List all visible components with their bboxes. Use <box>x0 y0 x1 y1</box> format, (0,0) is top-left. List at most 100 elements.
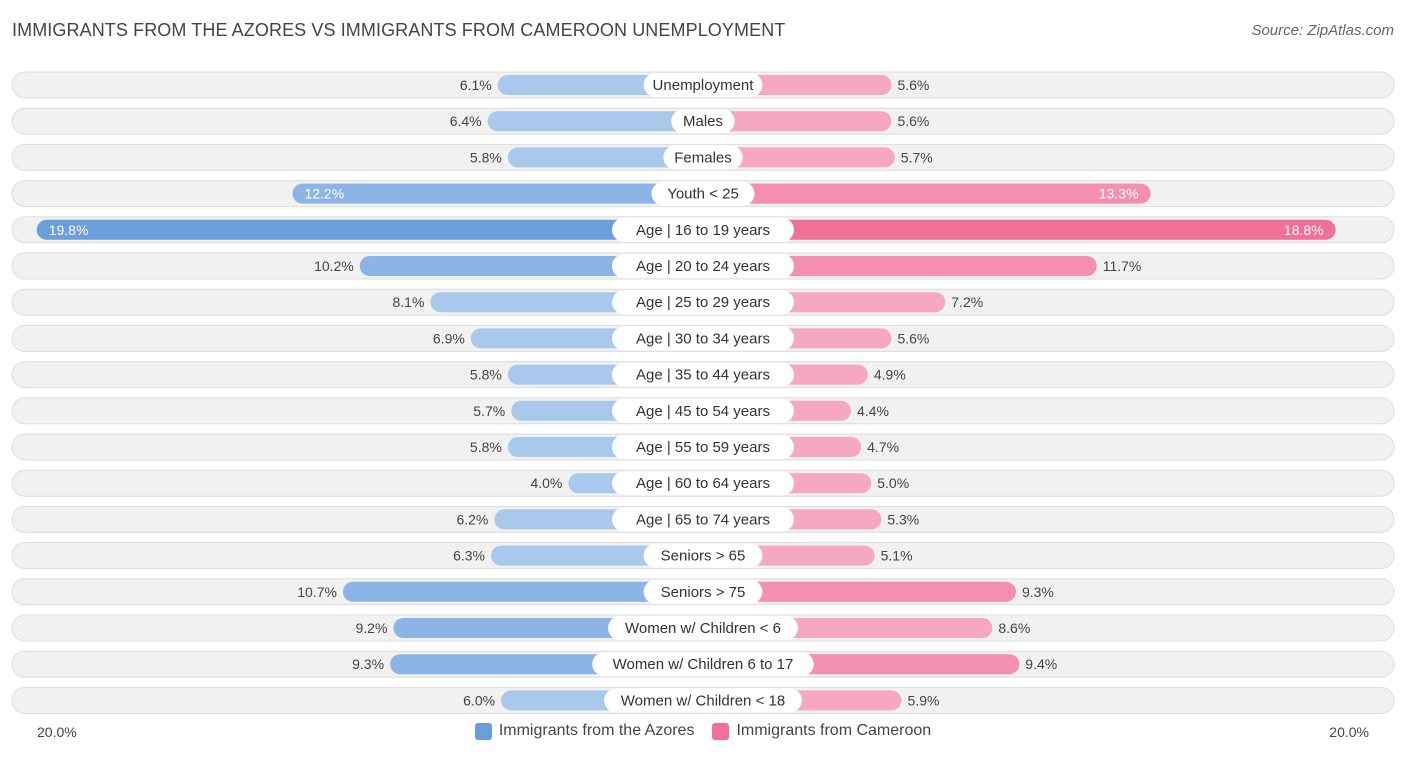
value-label-azores: 6.1% <box>460 77 492 93</box>
category-label-pill <box>612 507 794 532</box>
bar-azores[interactable] <box>342 581 703 602</box>
category-label-pill <box>612 471 794 496</box>
chart-row: Age | 30 to 34 years 6.9% 5.6% <box>11 324 1395 352</box>
value-label-azores: 9.2% <box>355 620 387 636</box>
category-label-pill <box>604 688 802 713</box>
value-label-cameroon: 5.0% <box>877 475 909 491</box>
bar-cameroon[interactable] <box>703 581 1016 602</box>
category-label-pill <box>651 181 755 206</box>
value-label-cameroon: 9.3% <box>1022 584 1054 600</box>
category-label: Unemployment <box>653 77 755 94</box>
value-label-azores: 5.8% <box>470 149 502 165</box>
bar-cameroon[interactable] <box>703 256 1097 276</box>
category-label: Age | 65 to 74 years <box>636 511 770 528</box>
legend-item-cameroon[interactable]: Immigrants from Cameroon <box>712 722 931 740</box>
value-label-azores: 9.3% <box>352 656 384 672</box>
category-label-pill <box>612 398 794 423</box>
category-label-pill <box>612 435 794 459</box>
value-label-azores: 6.0% <box>463 692 495 708</box>
value-label-cameroon: 18.8% <box>1284 222 1324 238</box>
bar-azores[interactable] <box>36 219 704 240</box>
value-label-cameroon: 11.7% <box>1103 258 1142 274</box>
bar-azores[interactable] <box>292 183 703 204</box>
value-label-cameroon: 5.1% <box>881 548 913 564</box>
bar-cameroon[interactable] <box>703 219 1336 240</box>
category-label: Age | 20 to 24 years <box>636 258 770 275</box>
value-label-azores: 5.7% <box>473 403 505 419</box>
value-label-azores: 12.2% <box>304 186 344 202</box>
bar-cameroon[interactable] <box>703 183 1151 204</box>
value-label-cameroon: 5.6% <box>897 77 929 93</box>
category-label: Females <box>674 149 732 166</box>
chart-row: Women w/ Children 6 to 17 9.3% 9.4% <box>11 650 1395 678</box>
legend-label-azores: Immigrants from the Azores <box>498 722 695 739</box>
chart-row: Age | 65 to 74 years 6.2% 5.3% <box>11 505 1395 533</box>
chart-row: Youth < 25 12.2% 13.3% <box>11 180 1395 208</box>
category-label: Youth < 25 <box>667 186 739 203</box>
value-label-cameroon: 5.6% <box>897 113 929 129</box>
value-label-cameroon: 4.9% <box>874 367 906 383</box>
chart-row: Age | 20 to 24 years 10.2% 11.7% <box>11 252 1395 280</box>
axis-right-label: 20.0% <box>1329 724 1369 740</box>
value-label-azores: 8.1% <box>393 294 425 310</box>
category-label-pill <box>643 543 763 568</box>
legend-swatch-azores <box>474 722 492 740</box>
value-label-azores: 5.8% <box>470 367 502 383</box>
chart-row: Age | 55 to 59 years 5.8% 4.7% <box>11 433 1395 461</box>
value-label-cameroon: 5.7% <box>901 149 933 165</box>
chart-row: Males 6.4% 5.6% <box>11 107 1395 135</box>
chart-row: Unemployment 6.1% 5.6% <box>11 71 1395 99</box>
category-label-pill <box>592 652 814 677</box>
category-label: Age | 45 to 54 years <box>636 403 770 420</box>
legend-swatch-cameroon <box>712 722 730 740</box>
value-label-azores: 6.2% <box>456 511 488 527</box>
category-label: Age | 35 to 44 years <box>636 367 770 384</box>
axis-left-label: 20.0% <box>37 724 77 740</box>
value-label-cameroon: 5.3% <box>887 511 919 527</box>
value-label-cameroon: 9.4% <box>1025 656 1057 672</box>
category-label: Women w/ Children < 6 <box>625 620 781 637</box>
value-label-cameroon: 13.3% <box>1099 186 1139 202</box>
category-label-pill <box>663 145 743 170</box>
legend-item-azores[interactable]: Immigrants from the Azores <box>474 722 695 740</box>
category-label-pill <box>612 326 794 351</box>
category-label-pill <box>643 73 763 97</box>
value-label-azores: 6.3% <box>453 548 485 564</box>
category-label: Age | 16 to 19 years <box>636 222 770 239</box>
value-label-cameroon: 5.9% <box>908 692 940 708</box>
bar-azores[interactable] <box>487 111 703 132</box>
category-label: Males <box>683 113 723 130</box>
bar-cameroon[interactable] <box>703 147 895 168</box>
category-label-pill <box>612 290 794 315</box>
chart-row: Females 5.8% 5.7% <box>11 143 1395 171</box>
category-label: Age | 60 to 64 years <box>636 475 770 492</box>
chart-title: IMMIGRANTS FROM THE AZORES VS IMMIGRANTS… <box>12 20 786 40</box>
value-label-cameroon: 5.6% <box>897 330 929 346</box>
chart-row: Age | 45 to 54 years 5.7% 4.4% <box>11 397 1395 425</box>
category-label-pill <box>612 362 794 387</box>
category-label-pill <box>608 616 798 640</box>
category-label-pill <box>671 109 735 134</box>
chart-row: Seniors > 75 10.7% 9.3% <box>11 578 1395 606</box>
legend: Immigrants from the Azores Immigrants fr… <box>0 722 1406 740</box>
category-label: Age | 30 to 34 years <box>636 330 770 347</box>
chart-row: Age | 60 to 64 years 4.0% 5.0% <box>11 469 1395 497</box>
category-label: Seniors > 75 <box>661 584 746 601</box>
category-label-pill <box>612 254 794 278</box>
chart-row: Age | 35 to 44 years 5.8% 4.9% <box>11 361 1395 389</box>
bar-azores[interactable] <box>507 147 703 168</box>
value-label-azores: 6.9% <box>433 330 465 346</box>
chart-row: Women w/ Children < 6 9.2% 8.6% <box>11 614 1395 642</box>
category-label-pill <box>643 579 763 604</box>
value-label-azores: 4.0% <box>530 475 562 491</box>
category-label: Age | 55 to 59 years <box>636 439 770 456</box>
value-label-azores: 5.8% <box>470 439 502 455</box>
category-label: Women w/ Children 6 to 17 <box>613 656 794 673</box>
legend-label-cameroon: Immigrants from Cameroon <box>736 722 932 739</box>
value-label-cameroon: 7.2% <box>951 294 983 310</box>
bar-cameroon[interactable] <box>703 111 892 132</box>
chart-row: Women w/ Children < 18 6.0% 5.9% <box>11 686 1395 714</box>
value-label-cameroon: 8.6% <box>998 620 1030 636</box>
chart-row: Age | 25 to 29 years 8.1% 7.2% <box>11 288 1395 316</box>
chart-row: Seniors > 65 6.3% 5.1% <box>11 542 1395 570</box>
